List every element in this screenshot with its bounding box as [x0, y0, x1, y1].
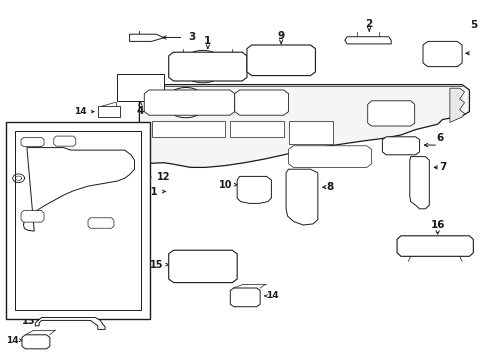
Text: 2: 2 [365, 19, 372, 29]
Polygon shape [234, 90, 288, 115]
Polygon shape [35, 318, 105, 329]
Polygon shape [88, 218, 114, 228]
Polygon shape [132, 85, 468, 178]
Polygon shape [230, 288, 260, 307]
Polygon shape [246, 45, 315, 76]
Text: 1: 1 [204, 36, 211, 46]
Polygon shape [54, 136, 76, 146]
Polygon shape [409, 157, 428, 209]
Polygon shape [288, 121, 332, 144]
Text: 10: 10 [218, 180, 232, 190]
Text: 12: 12 [156, 172, 170, 182]
Polygon shape [449, 88, 464, 122]
Text: 16: 16 [429, 220, 444, 230]
Text: 6: 6 [436, 132, 443, 143]
Polygon shape [22, 335, 50, 349]
Text: 14: 14 [6, 336, 19, 345]
Polygon shape [422, 41, 461, 67]
Polygon shape [288, 146, 371, 167]
Text: 13: 13 [21, 316, 35, 326]
Polygon shape [382, 137, 419, 155]
Polygon shape [23, 148, 134, 231]
Polygon shape [344, 37, 390, 44]
Text: 14: 14 [266, 291, 279, 300]
Text: 8: 8 [326, 182, 333, 192]
Bar [6, 122, 150, 319]
Text: 9: 9 [277, 31, 284, 41]
Polygon shape [21, 211, 44, 222]
Text: 14: 14 [74, 107, 87, 116]
Text: 11: 11 [145, 186, 159, 197]
Text: 4: 4 [136, 106, 144, 116]
Polygon shape [151, 121, 224, 137]
Text: 3: 3 [188, 32, 195, 42]
Text: 15: 15 [150, 260, 163, 270]
Polygon shape [144, 90, 234, 115]
Polygon shape [129, 34, 163, 41]
Polygon shape [285, 169, 317, 225]
Polygon shape [168, 250, 237, 283]
Polygon shape [229, 121, 283, 137]
Polygon shape [396, 236, 472, 256]
Polygon shape [98, 106, 120, 117]
Bar [15, 131, 141, 310]
Polygon shape [21, 138, 44, 147]
Text: 5: 5 [469, 20, 477, 30]
Polygon shape [117, 74, 163, 101]
Polygon shape [367, 101, 414, 126]
Text: 7: 7 [438, 162, 446, 172]
Polygon shape [168, 52, 246, 81]
Polygon shape [237, 176, 271, 203]
